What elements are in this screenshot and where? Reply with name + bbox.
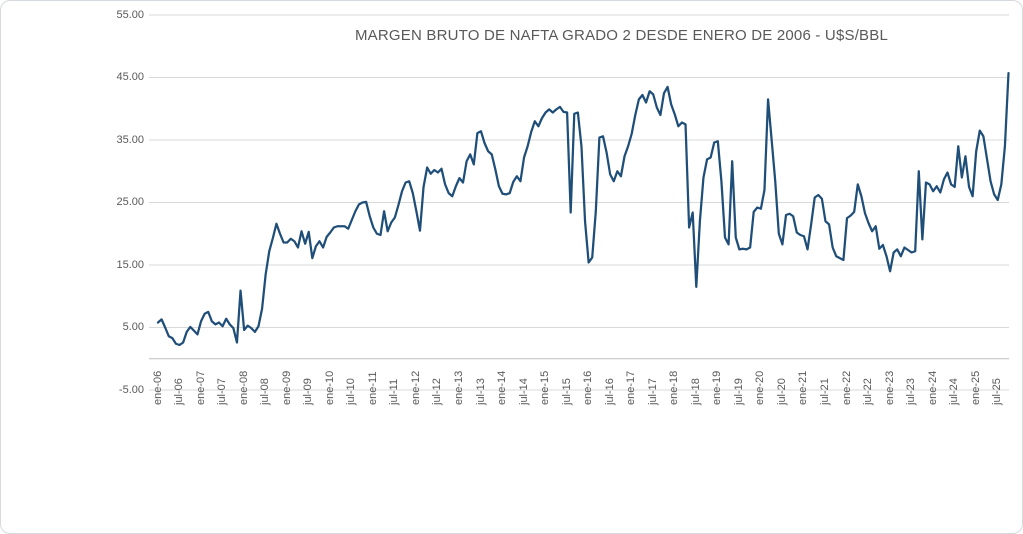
x-axis-tick-label: ene-10 [323,370,336,405]
x-axis-tick-label: jul-13 [474,378,487,405]
x-axis-tick-label: jul-12 [431,378,444,405]
x-axis-tick-label: ene-22 [840,370,853,405]
x-axis-tick-label: jul-16 [603,378,616,405]
x-axis-tick-label: jul-15 [560,378,573,405]
x-axis-tick-label: ene-12 [409,370,422,405]
x-axis-tick-label: ene-06 [151,370,164,405]
x-axis-tick-label: jul-14 [517,378,530,405]
y-axis-tick-label: 55.00 [116,8,144,21]
x-axis-tick-label: ene-08 [237,370,250,405]
x-axis-tick-label: ene-09 [280,370,293,405]
y-axis-tick-label: 35.00 [116,133,144,146]
x-axis-tick-label: jul-20 [775,378,788,405]
x-axis-tick-label: jul-22 [862,378,874,405]
y-axis-tick-label: 5.00 [122,321,144,333]
x-axis-tick-label: ene-07 [194,370,207,405]
x-axis-tick-label: ene-18 [668,370,681,405]
x-axis-tick-label: ene-24 [926,370,939,405]
x-axis-tick-label: jul-09 [302,378,315,405]
data-series-line [156,71,1010,347]
x-axis-tick-label: ene-20 [754,370,767,405]
y-axis-tick-label: -5.00 [118,383,144,396]
x-axis-tick-label: ene-16 [582,370,595,405]
x-axis-tick-label: jul-11 [388,378,401,405]
y-axis-tick-label: 45.00 [116,71,144,83]
x-axis-tick-label: ene-19 [711,370,724,405]
gridlines [149,14,1009,391]
x-axis-tick-label: jul-25 [991,378,1004,405]
x-axis-tick-label: ene-14 [496,370,508,405]
x-axis-tick-label: jul-08 [259,378,272,405]
x-axis-tick-label: jul-21 [819,378,831,405]
x-axis-tick-label: jul-18 [689,378,702,405]
x-axis-tick-label: jul-17 [646,378,659,405]
y-axis-tick-label: 15.00 [116,258,144,271]
chart-title: MARGEN BRUTO DE NAFTA GRADO 2 DESDE ENER… [354,27,889,44]
x-axis-tick-label: jul-06 [173,378,185,405]
x-axis-tick-label: ene-21 [797,370,810,405]
x-axis-tick-label: ene-11 [366,371,379,405]
x-axis-tick-label: ene-23 [883,370,896,405]
x-axis-tick-label: jul-23 [905,378,918,405]
x-axis-tick-label: ene-13 [452,370,465,405]
x-axis-tick-label: ene-15 [539,370,552,405]
x-axis-tick-label: jul-24 [948,378,961,405]
x-axis-tick-label: jul-19 [732,378,745,405]
x-axis-tick-label: ene-17 [625,370,638,405]
x-axis-tick-label: ene-25 [969,370,982,405]
y-axis-tick-label: 25.00 [116,196,144,208]
x-axis-tick-label: jul-07 [216,378,229,405]
x-axis-tick-label: jul-10 [345,378,358,405]
